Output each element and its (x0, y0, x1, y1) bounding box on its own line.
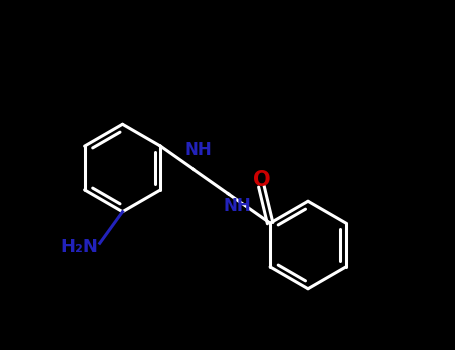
Text: O: O (253, 170, 270, 190)
Text: H₂N: H₂N (60, 238, 98, 256)
Text: NH: NH (184, 141, 212, 159)
Text: NH: NH (223, 197, 251, 215)
